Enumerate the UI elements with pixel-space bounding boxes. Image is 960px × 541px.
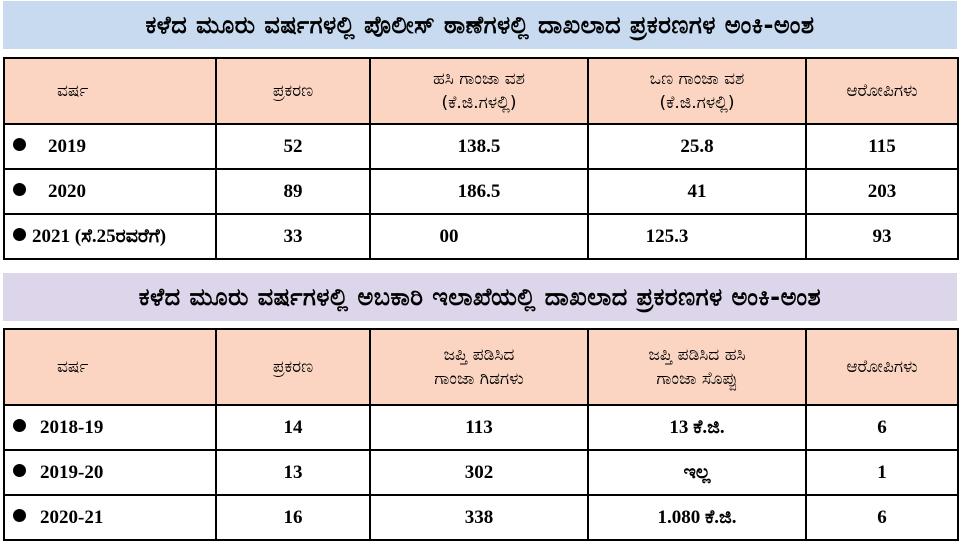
year-value: 2019-20 [40,461,104,483]
bullet-icon [13,137,26,151]
year-value: 2020-21 [40,506,104,528]
cases-cell: 33 [215,213,371,260]
accused-cell: 93 [805,213,959,260]
seized-leaf-cell: 1.080 ಕೆ.ಜಿ. [587,494,807,541]
header-seized-plants-line1: ಜಪ್ತಿ ಪಡಿಸಿದ [443,345,515,365]
wet-ganja-cell: 00 [369,213,589,260]
header-wet-ganja: ಹಸಿ ಗಾಂಜಾ ವಶ (ಕೆ.ಜಿ.ಗಳಲ್ಲಿ) [369,57,589,125]
header-dry-ganja-line2: (ಕೆ.ಜಿ.ಗಳಲ್ಲಿ) [659,93,735,113]
table-row: 2020-21 16 338 1.080 ಕೆ.ಜಿ. 6 [3,494,959,541]
dry-ganja-cell: 41 [587,168,807,215]
police-table-title: ಕಳೆದ ಮೂರು ವರ್ಷಗಳಲ್ಲಿ ಪೊಲೀಸ್ ಠಾಣೆಗಳಲ್ಲಿ ದ… [3,1,957,49]
cases-cell: 13 [215,449,371,496]
seized-plants-cell: 338 [369,494,589,541]
bullet-icon [13,227,26,241]
year-cell: 2020 [3,168,217,215]
table-row: 2021 (ಸೆ.25ರವರೆಗೆ) 33 00 125.3 93 [3,213,959,260]
cases-cell: 89 [215,168,371,215]
header-dry-ganja: ಒಣ ಗಾಂಜಾ ವಶ (ಕೆ.ಜಿ.ಗಳಲ್ಲಿ) [587,57,807,125]
table-row: 2019 52 138.5 25.8 115 [3,123,959,170]
excise-cases-table: ವರ್ಷ ಪ್ರಕರಣ ಜಪ್ತಿ ಪಡಿಸಿದ ಗಾಂಜಾ ಗಿಡಗಳು ಜಪ… [3,328,959,541]
year-cell: 2021 (ಸೆ.25ರವರೆಗೆ) [3,213,217,260]
header-accused: ಆರೋಪಿಗಳು [805,328,959,406]
table-header-row: ವರ್ಷ ಪ್ರಕರಣ ಜಪ್ತಿ ಪಡಿಸಿದ ಗಾಂಜಾ ಗಿಡಗಳು ಜಪ… [3,328,959,406]
cases-cell: 16 [215,494,371,541]
year-value: 2019 [48,135,86,157]
header-dry-ganja-line1: ಒಣ ಗಾಂಜಾ ವಶ [649,69,745,89]
header-seized-plants: ಜಪ್ತಿ ಪಡಿಸಿದ ಗಾಂಜಾ ಗಿಡಗಳು [369,328,589,406]
table-row: 2018-19 14 113 13 ಕೆ.ಜಿ. 6 [3,404,959,451]
bullet-icon [13,418,26,432]
wet-ganja-cell: 138.5 [369,123,589,170]
accused-cell: 1 [805,449,959,496]
header-seized-leaf-line1: ಜಪ್ತಿ ಪಡಿಸಿದ ಹಸಿ [648,345,746,365]
table-row: 2019-20 13 302 ಇಲ್ಲ 1 [3,449,959,496]
cases-cell: 52 [215,123,371,170]
header-cases: ಪ್ರಕರಣ [215,57,371,125]
year-cell: 2019-20 [3,449,217,496]
seized-leaf-cell: ಇಲ್ಲ [587,449,807,496]
seized-leaf-cell: 13 ಕೆ.ಜಿ. [587,404,807,451]
dry-ganja-cell: 25.8 [587,123,807,170]
header-seized-plants-line2: ಗಾಂಜಾ ಗಿಡಗಳು [434,369,524,389]
year-cell: 2019 [3,123,217,170]
accused-cell: 6 [805,494,959,541]
header-wet-ganja-line1: ಹಸಿ ಗಾಂಜಾ ವಶ [433,69,525,89]
table-header-row: ವರ್ಷ ಪ್ರಕರಣ ಹಸಿ ಗಾಂಜಾ ವಶ (ಕೆ.ಜಿ.ಗಳಲ್ಲಿ) … [3,57,959,125]
seized-plants-cell: 113 [369,404,589,451]
cases-cell: 14 [215,404,371,451]
header-year: ವರ್ಷ [3,57,217,125]
accused-cell: 6 [805,404,959,451]
seized-plants-cell: 302 [369,449,589,496]
year-value: 2020 [48,180,86,202]
year-value: 2018-19 [40,416,104,438]
bullet-icon [13,508,26,522]
bullet-icon [13,182,26,196]
dry-ganja-cell: 125.3 [587,213,807,260]
accused-cell: 115 [805,123,959,170]
police-cases-table: ವರ್ಷ ಪ್ರಕರಣ ಹಸಿ ಗಾಂಜಾ ವಶ (ಕೆ.ಜಿ.ಗಳಲ್ಲಿ) … [3,57,959,260]
accused-cell: 203 [805,168,959,215]
header-seized-leaf-line2: ಗಾಂಜಾ ಸೊಪ್ಪು [656,369,738,389]
header-seized-leaf: ಜಪ್ತಿ ಪಡಿಸಿದ ಹಸಿ ಗಾಂಜಾ ಸೊಪ್ಪು [587,328,807,406]
header-accused: ಆರೋಪಿಗಳು [805,57,959,125]
year-cell: 2020-21 [3,494,217,541]
year-cell: 2018-19 [3,404,217,451]
header-cases: ಪ್ರಕರಣ [215,328,371,406]
table-row: 2020 89 186.5 41 203 [3,168,959,215]
bullet-icon [13,463,26,477]
year-value: 2021 (ಸೆ.25ರವರೆಗೆ) [32,225,167,247]
header-year: ವರ್ಷ [3,328,217,406]
excise-table-title: ಕಳೆದ ಮೂರು ವರ್ಷಗಳಲ್ಲಿ ಅಬಕಾರಿ ಇಲಾಖೆಯಲ್ಲಿ ದ… [3,273,957,321]
wet-ganja-cell: 186.5 [369,168,589,215]
header-wet-ganja-line2: (ಕೆ.ಜಿ.ಗಳಲ್ಲಿ) [441,93,517,113]
